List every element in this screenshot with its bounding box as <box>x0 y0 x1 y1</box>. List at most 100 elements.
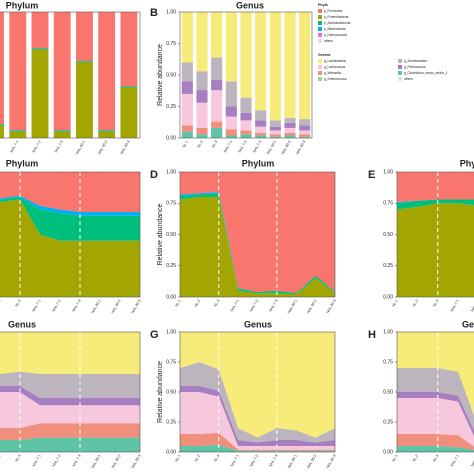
y-tick-label: 0.00 <box>383 294 393 300</box>
bar-segment <box>255 126 267 133</box>
x-tick-label: NHL-30-2 <box>281 140 292 155</box>
x-tick-label: NHL-7-1 <box>32 454 42 468</box>
bar-segment <box>284 12 296 118</box>
bar-segment <box>225 106 237 117</box>
y-tick-label: 0.50 <box>166 232 176 238</box>
bar-segment <box>299 12 311 120</box>
panel-letter: E <box>368 169 375 181</box>
bar-segment <box>120 87 138 138</box>
x-tick-label: NHL-30-2 <box>111 454 122 469</box>
x-tick-label: NHL-30-1 <box>287 299 298 314</box>
legend-label: g_Pediococcus <box>404 65 426 69</box>
x-tick-label: NL-3 <box>432 299 439 308</box>
panel-title: Genus <box>244 319 272 329</box>
legend-swatch <box>318 21 322 25</box>
y-tick-label: 0.25 <box>383 263 393 269</box>
y-axis-label: Relative abundance <box>157 361 164 423</box>
bar-segment <box>9 131 27 138</box>
bar-segment <box>76 12 93 62</box>
bar-segment <box>255 120 267 127</box>
bar-segment <box>76 62 93 138</box>
bar-segment <box>196 12 208 72</box>
x-tick-label: NHL-30-3 <box>326 454 337 469</box>
x-tick-label: NHL-7-3 <box>54 140 64 154</box>
bar-segment <box>211 12 223 58</box>
bar-segment <box>269 136 281 138</box>
plot-frame <box>0 171 141 298</box>
bar-segment <box>98 130 116 132</box>
bar-segment <box>240 134 252 138</box>
y-tick-label: 0.25 <box>166 419 176 425</box>
legend-label: p_Deinococcota <box>324 33 347 37</box>
x-tick-label: NL-1 <box>174 454 181 463</box>
bar-segment <box>196 90 208 103</box>
legend-swatch <box>318 39 322 43</box>
bar-segment <box>181 62 193 82</box>
area <box>180 332 335 438</box>
x-tick-label: NL-3 <box>213 299 220 308</box>
bar-segment <box>240 12 252 98</box>
plot-frame <box>179 331 336 453</box>
x-tick-label: NHL-30-3 <box>131 299 142 314</box>
legend-swatch <box>398 77 402 81</box>
legend-swatch <box>398 59 402 63</box>
bar-segment <box>269 12 281 121</box>
bar-segment <box>211 121 223 128</box>
panel-letter: H <box>368 329 376 341</box>
area <box>0 197 140 241</box>
y-tick-label: 0.50 <box>166 389 176 395</box>
bar-segment <box>240 120 252 131</box>
legend-label: p_Proteobacteria <box>324 15 349 19</box>
area <box>0 423 140 440</box>
bar-segment <box>31 12 49 49</box>
legend-label: p_Actinobacteriota <box>324 21 351 25</box>
bar-segment <box>0 125 5 138</box>
y-tick-label: 0.00 <box>166 135 176 141</box>
x-tick-label: NHL-7-3 <box>268 299 278 313</box>
area <box>397 172 474 202</box>
y-tick-label: 0.75 <box>166 41 176 47</box>
bar-segment <box>299 125 311 131</box>
legend-title: Phyla <box>318 3 329 7</box>
y-tick-label: 1.00 <box>383 169 393 175</box>
panel-title: Phylum <box>460 158 474 168</box>
panel: Phylum E 0.00 0.25 0.50 0.75 1.00 NL-1 NL-2 NL-3 N… <box>368 158 474 312</box>
x-tick-label: NL-3 <box>14 299 21 308</box>
x-tick-label: NL-1 <box>391 299 398 308</box>
y-tick-label: 0.25 <box>166 263 176 269</box>
area <box>0 437 140 452</box>
legend-swatch <box>318 9 322 13</box>
legend-label: g_Lactococcus <box>324 65 346 69</box>
x-tick-label: NL-1 <box>391 454 398 463</box>
panel: Phylum D Relative abundance 0.00 0.25 0.50 0.7… <box>150 158 337 314</box>
bar-segment <box>299 119 311 126</box>
y-tick-label: 0.75 <box>383 359 393 365</box>
panel: PhylumNL-1NL-2NL-3NHL-7-1NHL-7-2NHL-7-3N… <box>0 0 141 155</box>
legend-label: p_Firmicutes <box>324 9 343 13</box>
bar-segment <box>196 134 208 138</box>
x-tick-label: NHL-7-3 <box>72 299 82 313</box>
x-tick-label: NL-3 <box>14 454 21 463</box>
area <box>397 203 474 297</box>
bar-segment <box>240 97 252 113</box>
legend-title: Genera <box>318 53 331 57</box>
y-tick-label: 0.25 <box>166 104 176 110</box>
x-tick-label: NHL-7-1 <box>32 299 42 313</box>
legend-swatch <box>318 77 322 81</box>
x-tick-label: NHL-30-1 <box>266 140 277 155</box>
area <box>397 446 474 452</box>
panel-title: Phylum <box>242 158 275 168</box>
x-tick-label: NHL-7-3 <box>252 140 262 154</box>
bar-segment <box>181 81 193 94</box>
legend-swatch <box>398 71 402 75</box>
area <box>397 368 474 431</box>
bar-segment <box>211 90 223 122</box>
panel-title: Phylum <box>6 0 39 10</box>
legend-swatch <box>318 59 322 63</box>
x-tick-label: NHL-7-1 <box>230 454 240 468</box>
area <box>397 392 474 437</box>
y-tick-label: 0.75 <box>166 201 176 207</box>
x-tick-label: NHL-30-3 <box>295 140 306 155</box>
bar-segment <box>255 110 267 121</box>
